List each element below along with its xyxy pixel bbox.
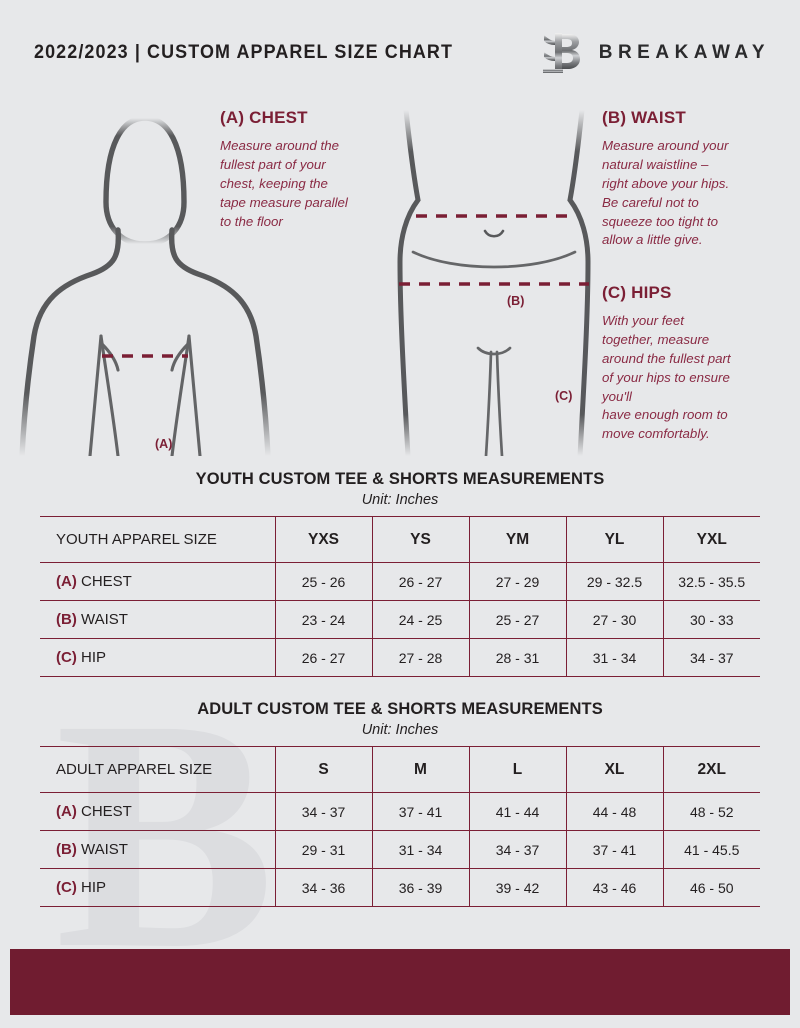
instruction-waist-title: (B) WAIST (602, 108, 686, 127)
table-row: (B) WAIST 23 - 24 24 - 25 25 - 27 27 - 3… (40, 600, 760, 639)
youth-corner-label: YOUTH APPAREL SIZE (40, 516, 276, 563)
cell: 31 - 34 (372, 830, 470, 869)
instruction-waist-body: Measure around your natural waistline – … (602, 138, 730, 248)
adult-row-label-chest: (A) CHEST (40, 792, 276, 831)
cell: 24 - 25 (372, 600, 470, 639)
adult-size-table: ADULT APPAREL SIZE S M L XL 2XL (A) CHES… (40, 746, 760, 907)
cell: 27 - 30 (566, 600, 664, 639)
row-label: HIP (81, 879, 107, 896)
cell: 48 - 52 (663, 792, 760, 831)
youth-size-col-3: YM (469, 516, 567, 563)
footer-bar (10, 949, 790, 1015)
cell: 27 - 28 (372, 638, 470, 677)
instruction-hips-title: (C) HIPS (602, 283, 672, 302)
adult-size-col-3: L (469, 746, 567, 793)
table-row: (A) CHEST 25 - 26 26 - 27 27 - 29 29 - 3… (40, 562, 760, 601)
cell: 46 - 50 (663, 868, 760, 907)
instruction-waist: (B) WAIST Measure around your natural wa… (602, 108, 774, 250)
cell: 25 - 27 (469, 600, 567, 639)
row-label: CHEST (81, 803, 132, 820)
youth-size-table-block: YOUTH CUSTOM TEE & SHORTS MEASUREMENTS U… (0, 470, 800, 677)
cell: 31 - 34 (566, 638, 664, 677)
cell: 37 - 41 (566, 830, 664, 869)
cell: 25 - 26 (275, 562, 373, 601)
table-row: (C) HIP 34 - 36 36 - 39 39 - 42 43 - 46 … (40, 868, 760, 907)
youth-row-label-waist: (B) WAIST (40, 600, 276, 639)
youth-table-title: YOUTH CUSTOM TEE & SHORTS MEASUREMENTS (195, 470, 605, 488)
youth-size-col-5: YXL (663, 516, 760, 563)
cell: 39 - 42 (469, 868, 567, 907)
youth-size-table: YOUTH APPAREL SIZE YXS YS YM YL YXL (A) … (40, 516, 760, 677)
table-row: (C) HIP 26 - 27 27 - 28 28 - 31 31 - 34 … (40, 638, 760, 677)
table-row: (A) CHEST 34 - 37 37 - 41 41 - 44 44 - 4… (40, 792, 760, 831)
adult-size-col-1: S (275, 746, 373, 793)
cell: 41 - 44 (469, 792, 567, 831)
cell: 27 - 29 (469, 562, 567, 601)
row-label: WAIST (81, 611, 128, 628)
cell: 29 - 32.5 (566, 562, 664, 601)
cell: 26 - 27 (372, 562, 470, 601)
row-label: WAIST (81, 841, 128, 858)
cell: 29 - 31 (275, 830, 373, 869)
adult-table-unit: Unit: Inches (361, 722, 439, 738)
instruction-hips: (C) HIPS With your feet together, measur… (602, 283, 774, 444)
adult-row-label-waist: (B) WAIST (40, 830, 276, 869)
adult-size-table-block: ADULT CUSTOM TEE & SHORTS MEASUREMENTS U… (0, 700, 800, 907)
row-tag: (C) (56, 649, 77, 666)
page-title: 2022/2023 | CUSTOM APPAREL SIZE CHART (34, 41, 454, 63)
instruction-hips-body: With your feet together, measure around … (602, 313, 731, 442)
youth-size-col-1: YXS (275, 516, 373, 563)
hips-measure-label: (C) (555, 389, 573, 403)
row-tag: (A) (56, 573, 77, 590)
adult-row-label-hip: (C) HIP (40, 868, 276, 907)
cell: 23 - 24 (275, 600, 373, 639)
youth-table-unit: Unit: Inches (361, 492, 439, 508)
cell: 32.5 - 35.5 (663, 562, 760, 601)
youth-row-label-chest: (A) CHEST (40, 562, 276, 601)
table-row: (B) WAIST 29 - 31 31 - 34 34 - 37 37 - 4… (40, 830, 760, 869)
instruction-chest: (A) CHEST Measure around the fullest par… (220, 108, 398, 231)
page-header: 2022/2023 | CUSTOM APPAREL SIZE CHART (0, 0, 800, 96)
adult-size-col-4: XL (566, 746, 664, 793)
row-tag: (B) (56, 611, 77, 628)
instruction-chest-body: Measure around the fullest part of your … (220, 138, 348, 229)
instruction-chest-title: (A) CHEST (220, 108, 308, 127)
adult-corner-label: ADULT APPAREL SIZE (40, 746, 276, 793)
youth-size-col-2: YS (372, 516, 470, 563)
brand-logo: BREAKAWAY (541, 32, 770, 74)
cell: 44 - 48 (566, 792, 664, 831)
brand-name: BREAKAWAY (598, 42, 770, 63)
row-tag: (A) (56, 803, 77, 820)
table-header-row: ADULT APPAREL SIZE S M L XL 2XL (40, 746, 760, 793)
adult-size-col-2: M (372, 746, 470, 793)
adult-table-title: ADULT CUSTOM TEE & SHORTS MEASUREMENTS (197, 700, 603, 718)
row-label: CHEST (81, 573, 132, 590)
table-header-row: YOUTH APPAREL SIZE YXS YS YM YL YXL (40, 516, 760, 563)
waist-measure-label: (B) (507, 294, 525, 308)
front-hips-silhouette-icon (386, 104, 601, 461)
cell: 41 - 45.5 (663, 830, 760, 869)
cell: 30 - 33 (663, 600, 760, 639)
cell: 37 - 41 (372, 792, 470, 831)
cell: 43 - 46 (566, 868, 664, 907)
breakaway-b-monogram-icon (541, 32, 581, 74)
cell: 34 - 36 (275, 868, 373, 907)
cell: 34 - 37 (275, 792, 373, 831)
row-tag: (C) (56, 879, 77, 896)
cell: 26 - 27 (275, 638, 373, 677)
row-tag: (B) (56, 841, 77, 858)
cell: 28 - 31 (469, 638, 567, 677)
chest-measure-label: (A) (155, 437, 173, 451)
youth-row-label-hip: (C) HIP (40, 638, 276, 677)
youth-size-col-4: YL (566, 516, 664, 563)
front-torso-silhouette-icon (14, 104, 274, 461)
row-label: HIP (81, 649, 107, 666)
cell: 34 - 37 (469, 830, 567, 869)
adult-size-col-5: 2XL (663, 746, 760, 793)
cell: 34 - 37 (663, 638, 760, 677)
measurement-diagrams: (A) (B) (C) (0, 96, 800, 464)
cell: 36 - 39 (372, 868, 470, 907)
